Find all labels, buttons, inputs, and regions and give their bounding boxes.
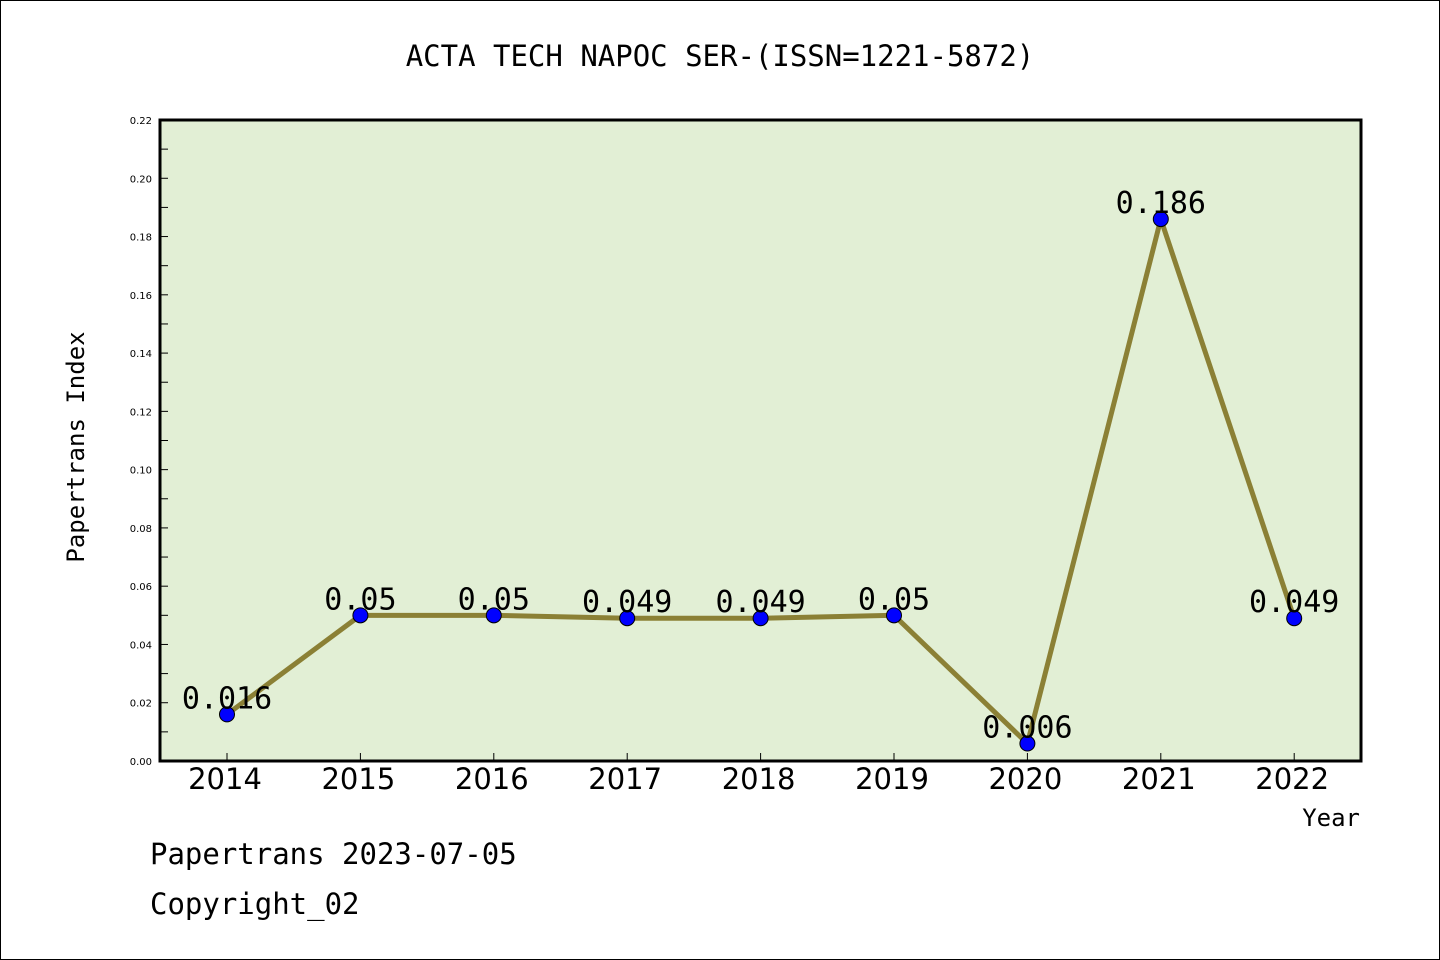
data-point — [619, 610, 636, 627]
x-tick-label: 2015 — [321, 762, 395, 796]
data-label: 0.186 — [1116, 186, 1206, 221]
data-points — [219, 211, 1303, 752]
y-tick-label: 0.12 — [130, 407, 152, 418]
x-axis-label: Year — [1302, 804, 1360, 832]
y-tick-label: 0.22 — [130, 116, 152, 127]
data-point — [1019, 735, 1036, 752]
y-tick-label: 0.00 — [130, 757, 152, 768]
data-point — [485, 607, 502, 624]
x-tick-label: 2020 — [988, 762, 1062, 796]
footer-copyright-text: Copyright_02 — [150, 887, 360, 922]
x-axis-tick-labels: 2014 2015 2016 2017 2018 2019 2020 2021 2022 — [188, 762, 1329, 796]
x-tick-label: 2021 — [1122, 762, 1196, 796]
data-label: 0.016 — [182, 681, 272, 716]
data-label: 0.049 — [582, 585, 672, 620]
chart-title: ACTA TECH NAPOC SER-(ISSN=1221-5872) — [406, 39, 1035, 73]
y-tick-label: 0.16 — [130, 291, 152, 302]
data-labels: 0.016 0.05 0.05 0.049 0.049 0.05 0.006 0.186 0.0… — [182, 186, 1340, 745]
data-point — [1286, 610, 1303, 627]
data-point — [1152, 211, 1169, 228]
y-tick-label: 0.04 — [130, 640, 152, 651]
plot-border — [158, 118, 1363, 763]
y-axis-tick-labels: 0.00 0.02 0.04 0.06 0.08 0.10 0.12 0.14 0.16 0.18… — [130, 116, 152, 768]
data-point — [752, 610, 769, 627]
data-label: 0.05 — [324, 582, 396, 617]
data-label: 0.006 — [982, 711, 1072, 746]
data-point — [352, 607, 369, 624]
x-tick-label: 2016 — [455, 762, 529, 796]
footer-date-text: Papertrans 2023-07-05 — [150, 837, 517, 871]
y-tick-label: 0.18 — [130, 233, 152, 244]
y-tick-label: 0.14 — [130, 349, 152, 360]
x-tick-label: 2014 — [188, 762, 262, 796]
x-tick-label: 2019 — [855, 762, 929, 796]
x-tick-label: 2018 — [722, 762, 796, 796]
y-tick-label: 0.20 — [130, 174, 152, 185]
x-tick-label: 2017 — [588, 762, 662, 796]
y-tick-label: 0.08 — [130, 524, 152, 535]
data-label: 0.049 — [715, 585, 805, 620]
data-point — [219, 706, 235, 723]
y-axis-label: Papertrans Index — [62, 331, 90, 562]
data-label: 0.05 — [858, 582, 930, 617]
data-point — [886, 607, 902, 624]
y-tick-label: 0.02 — [130, 699, 152, 710]
x-tick-label: 2022 — [1255, 762, 1329, 796]
data-label: 0.05 — [458, 582, 530, 617]
data-label: 0.049 — [1249, 585, 1339, 620]
y-tick-label: 0.10 — [130, 466, 152, 477]
y-tick-label: 0.06 — [130, 582, 152, 593]
